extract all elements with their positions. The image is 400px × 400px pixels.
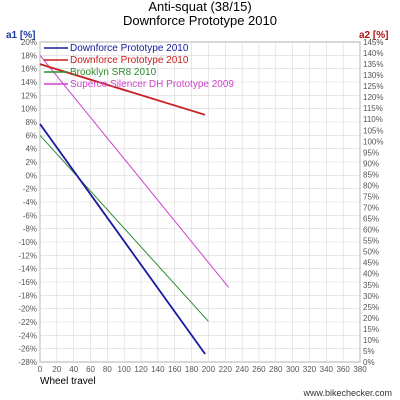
right-y-tick: 65% — [363, 215, 379, 224]
left-y-tick: -4% — [23, 198, 37, 207]
left-y-tick: 18% — [21, 51, 37, 60]
right-y-tick: 140% — [363, 49, 383, 58]
left-y-tick: -20% — [18, 305, 37, 314]
right-y-tick: 60% — [363, 226, 379, 235]
left-y-tick: 4% — [25, 145, 37, 154]
right-y-tick: 145% — [363, 38, 383, 47]
right-y-tick: 35% — [363, 281, 379, 290]
x-tick: 60 — [86, 365, 95, 374]
x-tick: 360 — [336, 365, 350, 374]
left-y-tick: 20% — [21, 38, 37, 47]
series-line — [39, 134, 209, 322]
right-y-tick: 70% — [363, 204, 379, 213]
x-tick: 200 — [202, 365, 216, 374]
left-y-tick: -28% — [18, 358, 37, 367]
x-tick: 240 — [235, 365, 249, 374]
left-y-tick: -14% — [18, 265, 37, 274]
x-tick: 340 — [320, 365, 334, 374]
left-y-tick: -26% — [18, 345, 37, 354]
right-y-tick: 85% — [363, 170, 379, 179]
right-y-tick: 50% — [363, 248, 379, 257]
x-axis-label: Wheel travel — [40, 376, 96, 387]
x-tick-labels: 0 20 40 60 80 100 120 140 160 180 200 220 240 260 280 3… — [38, 365, 367, 374]
left-y-tick: -12% — [18, 251, 37, 260]
series-line — [39, 123, 206, 355]
right-y-tick: 25% — [363, 303, 379, 312]
right-y-tick: 115% — [363, 104, 383, 113]
legend-label: Downforce Prototype 2010 — [70, 43, 189, 54]
left-y-tick: 14% — [21, 78, 37, 87]
right-y-tick: 100% — [363, 137, 383, 146]
x-tick: 160 — [168, 365, 182, 374]
left-y-tick: -8% — [23, 225, 37, 234]
right-y-tick: 75% — [363, 192, 379, 201]
right-y-tick: 45% — [363, 259, 379, 268]
x-tick: 220 — [219, 365, 233, 374]
right-y-tick: 30% — [363, 292, 379, 301]
chart-title: Anti-squat (38/15) — [148, 0, 251, 14]
right-y-tick: 110% — [363, 115, 383, 124]
right-y-tick: 95% — [363, 148, 379, 157]
right-y-tick: 20% — [363, 314, 379, 323]
legend-label: Downforce Prototype 2010 — [70, 55, 189, 66]
x-tick: 120 — [134, 365, 148, 374]
left-y-tick-labels: 20% 18% 16% 14% 12% 10% 8% 6% 4% 2% 0% -2% -4% -6% -8%… — [18, 38, 37, 367]
series-line — [39, 54, 229, 288]
left-y-tick: 2% — [25, 158, 37, 167]
right-y-tick: 130% — [363, 71, 383, 80]
right-y-tick: 5% — [363, 347, 375, 356]
x-tick: 0 — [38, 365, 43, 374]
x-tick: 40 — [69, 365, 78, 374]
right-y-tick: 105% — [363, 126, 383, 135]
chart-subtitle: Downforce Prototype 2010 — [123, 13, 277, 28]
left-y-tick: -10% — [18, 238, 37, 247]
right-y-tick: 10% — [363, 336, 379, 345]
left-y-tick: -2% — [23, 185, 37, 194]
left-y-tick: -22% — [18, 318, 37, 327]
right-y-tick: 15% — [363, 325, 379, 334]
x-tick: 300 — [286, 365, 300, 374]
x-tick: 140 — [151, 365, 165, 374]
x-tick: 320 — [303, 365, 317, 374]
grid — [39, 41, 361, 363]
left-y-tick: -24% — [18, 331, 37, 340]
left-y-tick: 0% — [25, 171, 37, 180]
x-tick: 100 — [118, 365, 132, 374]
left-y-tick: 16% — [21, 65, 37, 74]
right-y-tick: 0% — [363, 358, 375, 367]
right-y-tick-labels: 145% 140% 135% 130% 125% 120% 115% 110% 105% 100%… — [363, 38, 383, 367]
right-y-tick: 120% — [363, 93, 383, 102]
x-tick: 80 — [103, 365, 112, 374]
left-y-tick: 6% — [25, 131, 37, 140]
x-tick: 380 — [353, 365, 367, 374]
legend-label: Superco Silencer DH Prototype 2009 — [70, 79, 234, 90]
x-tick: 180 — [185, 365, 199, 374]
right-y-tick: 80% — [363, 181, 379, 190]
left-y-tick: -18% — [18, 291, 37, 300]
left-y-tick: -6% — [23, 211, 37, 220]
left-y-tick: 10% — [21, 105, 37, 114]
right-y-tick: 40% — [363, 270, 379, 279]
x-tick: 280 — [269, 365, 283, 374]
left-y-tick: 12% — [21, 91, 37, 100]
right-axis-label: a2 [%] — [359, 30, 388, 41]
right-y-tick: 135% — [363, 60, 383, 69]
legend-label: Brooklyn SR8 2010 — [70, 67, 157, 78]
x-tick: 20 — [52, 365, 61, 374]
right-y-tick: 55% — [363, 237, 379, 246]
left-axis-label: a1 [%] — [6, 30, 35, 41]
right-y-tick: 90% — [363, 159, 379, 168]
x-tick: 260 — [252, 365, 266, 374]
left-y-tick: -16% — [18, 278, 37, 287]
left-y-tick: 8% — [25, 118, 37, 127]
right-y-tick: 125% — [363, 82, 383, 91]
credit-text: www.bikechecker.com — [302, 388, 392, 398]
